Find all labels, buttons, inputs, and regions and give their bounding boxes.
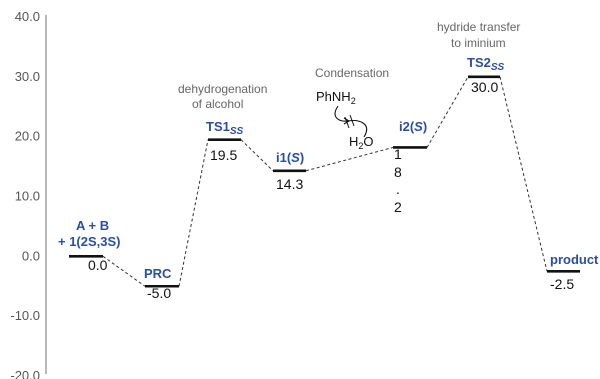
value-label-prc: -5.0 — [147, 285, 171, 301]
state-label-ts2: TS2SS — [467, 55, 505, 73]
state-label-ab-line2: + 1(2S,3S) — [58, 234, 121, 249]
state-label-i2: i2(S) — [399, 119, 427, 134]
value-label-ts2: 30.0 — [471, 79, 498, 95]
value-label-product: -2.5 — [550, 276, 574, 292]
condensation-arrow — [334, 105, 368, 138]
annotation-dehydrogenation-line2: of alcohol — [192, 97, 243, 111]
state-label-product: product — [550, 252, 599, 267]
annotation-condensation: Condensation — [315, 66, 389, 80]
connector-ts2-to-product — [499, 76, 548, 272]
value-label-i2-char4: 2 — [394, 199, 402, 215]
connector-break-mark-2 — [349, 114, 355, 127]
y-tick-label: 20.0 — [15, 129, 40, 144]
connector-i2-to-ts2 — [426, 76, 469, 148]
value-label-i2-char2: 8 — [394, 164, 402, 180]
connector-ab-to-prc — [102, 255, 146, 287]
state-label-ts1: TS1SS — [206, 119, 244, 137]
annotation-hydride-line2: to iminium — [451, 36, 506, 50]
water-byproduct: H2O — [349, 134, 374, 151]
value-label-i2-char3: . — [396, 181, 400, 197]
state-label-ab-line1: A + B — [76, 218, 109, 233]
y-tick-label: -20.0 — [10, 368, 40, 379]
amine-reagent: PhNH2 — [316, 89, 356, 106]
y-tick-label: 10.0 — [15, 189, 40, 204]
value-label-ab: 0.0 — [88, 257, 108, 273]
state-label-prc: PRC — [144, 266, 172, 281]
y-tick-label: -10.0 — [10, 308, 40, 323]
state-label-i1: i1(S) — [276, 150, 304, 165]
value-label-i1: 14.3 — [276, 176, 303, 192]
connector-i1-to-i2 — [305, 146, 394, 172]
connector-break-mark-1 — [344, 116, 350, 129]
value-label-i2-char1: 1 — [394, 146, 402, 162]
y-tick-label: 40.0 — [15, 9, 40, 24]
connector-ts1-to-i1 — [240, 139, 274, 172]
value-label-ts1: 19.5 — [210, 147, 237, 163]
annotation-hydride-line1: hydride transfer — [437, 20, 520, 34]
y-tick-label: 30.0 — [15, 69, 40, 84]
annotation-dehydrogenation-line1: dehydrogenation — [178, 82, 267, 96]
connector-prc-to-ts1 — [178, 139, 209, 287]
y-tick-label: 0.0 — [22, 248, 40, 263]
